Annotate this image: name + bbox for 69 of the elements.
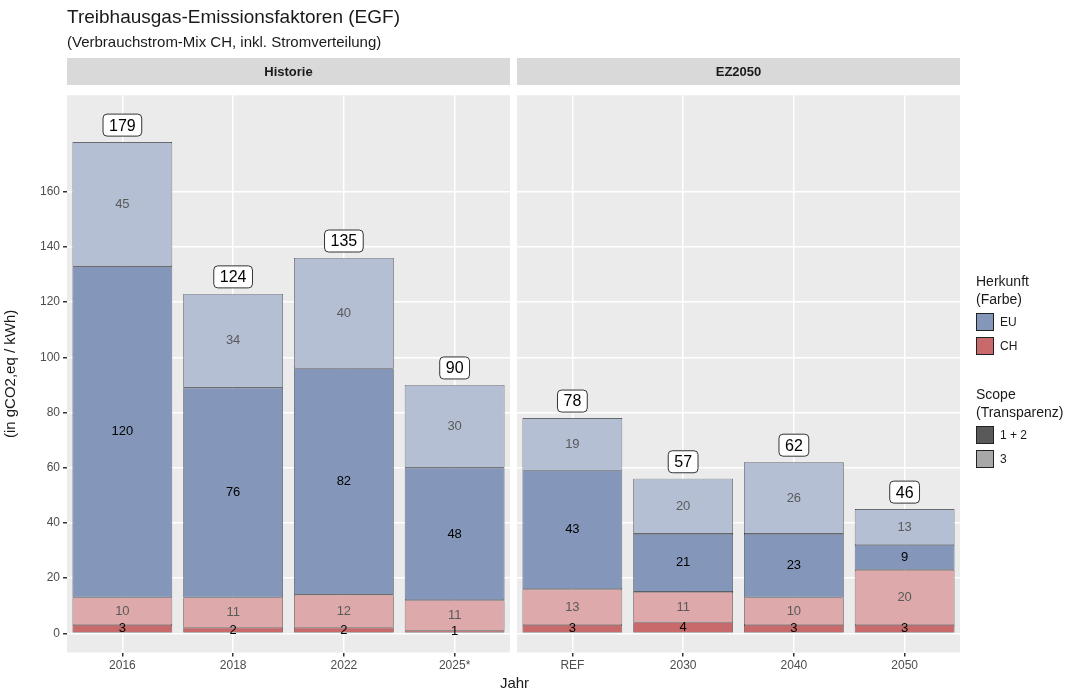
total-label: 179 <box>109 116 136 134</box>
y-tick-label: 0 <box>53 625 61 640</box>
total-label: 46 <box>895 483 914 501</box>
text: EU <box>1000 315 1017 329</box>
data-label: 10 <box>786 602 802 618</box>
y-tick-label: 100 <box>39 349 61 364</box>
chart-title: EZ2050 <box>517 58 960 85</box>
data-label: 3 <box>901 620 909 636</box>
data-label: 2 <box>340 621 348 637</box>
data-label: 10 <box>115 602 130 618</box>
data-label: 3 <box>568 620 576 636</box>
data-label: 20 <box>897 588 912 604</box>
chart-title: Historie <box>67 58 510 85</box>
total-label: 124 <box>219 268 247 286</box>
data-label: 26 <box>786 489 802 505</box>
y-tick-label: 120 <box>39 294 61 309</box>
total-label: 78 <box>563 392 582 410</box>
total-label: 62 <box>784 436 803 454</box>
data-label: 34 <box>225 332 241 348</box>
data-label: 4 <box>679 618 687 634</box>
data-label: 48 <box>447 525 462 541</box>
text: 1 + 2 <box>1000 428 1028 442</box>
x-tick-label: 2040 <box>780 658 808 673</box>
data-label: 11 <box>447 606 462 622</box>
x-tick-label: 2016 <box>109 658 137 673</box>
text: 3 <box>1000 452 1007 466</box>
data-label: 13 <box>565 598 580 614</box>
text: CH <box>1000 339 1018 353</box>
text: (Verbrauchstrom-Mix CH, inkl. Stromverteilung) <box>67 33 382 50</box>
data-label: 1 <box>451 623 459 639</box>
data-label: 76 <box>225 484 241 500</box>
text: Treibhausgas-Emissionsfaktoren (EGF) <box>67 6 400 28</box>
data-label: 43 <box>565 521 580 537</box>
data-label: 120 <box>111 423 134 439</box>
y-tick-label: 60 <box>46 460 61 475</box>
data-label: 20 <box>675 497 691 513</box>
y-tick-label: 20 <box>46 570 61 585</box>
x-tick-label: 2022 <box>330 658 358 673</box>
x-tick-label: 2025* <box>438 658 471 673</box>
data-label: 19 <box>565 435 580 451</box>
y-tick-label: 140 <box>39 239 61 254</box>
data-label: 11 <box>676 598 690 614</box>
data-label: 9 <box>901 548 909 564</box>
y-axis-title: (in gCO2,eq / kWh) <box>1 309 19 439</box>
x-tick-label: 2050 <box>891 658 919 673</box>
data-label: 82 <box>336 473 352 489</box>
data-label: 13 <box>897 518 912 534</box>
text: Herkunft (Farbe) <box>976 272 1030 308</box>
x-tick-label: REF <box>560 658 585 673</box>
data-label: 11 <box>226 604 240 620</box>
data-label: 30 <box>447 417 462 433</box>
y-tick-label: 80 <box>46 404 61 419</box>
total-label: 57 <box>674 453 693 471</box>
data-label: 12 <box>336 602 352 618</box>
data-label: 2 <box>229 621 237 637</box>
data-label: 40 <box>336 304 352 320</box>
data-label: 45 <box>115 195 130 211</box>
y-tick-label: 40 <box>46 515 61 530</box>
x-tick-label: 2018 <box>219 658 247 673</box>
y-tick-label: 160 <box>39 184 61 199</box>
data-label: 3 <box>790 620 798 636</box>
total-label: 135 <box>330 232 358 250</box>
text: Scope (Transparenz) <box>976 385 1065 421</box>
data-label: 21 <box>675 554 691 570</box>
x-tick-label: 2030 <box>669 658 697 673</box>
data-label: 3 <box>118 620 126 636</box>
total-label: 90 <box>445 359 464 377</box>
x-axis-title: Jahr <box>498 674 531 691</box>
data-label: 23 <box>786 557 802 573</box>
